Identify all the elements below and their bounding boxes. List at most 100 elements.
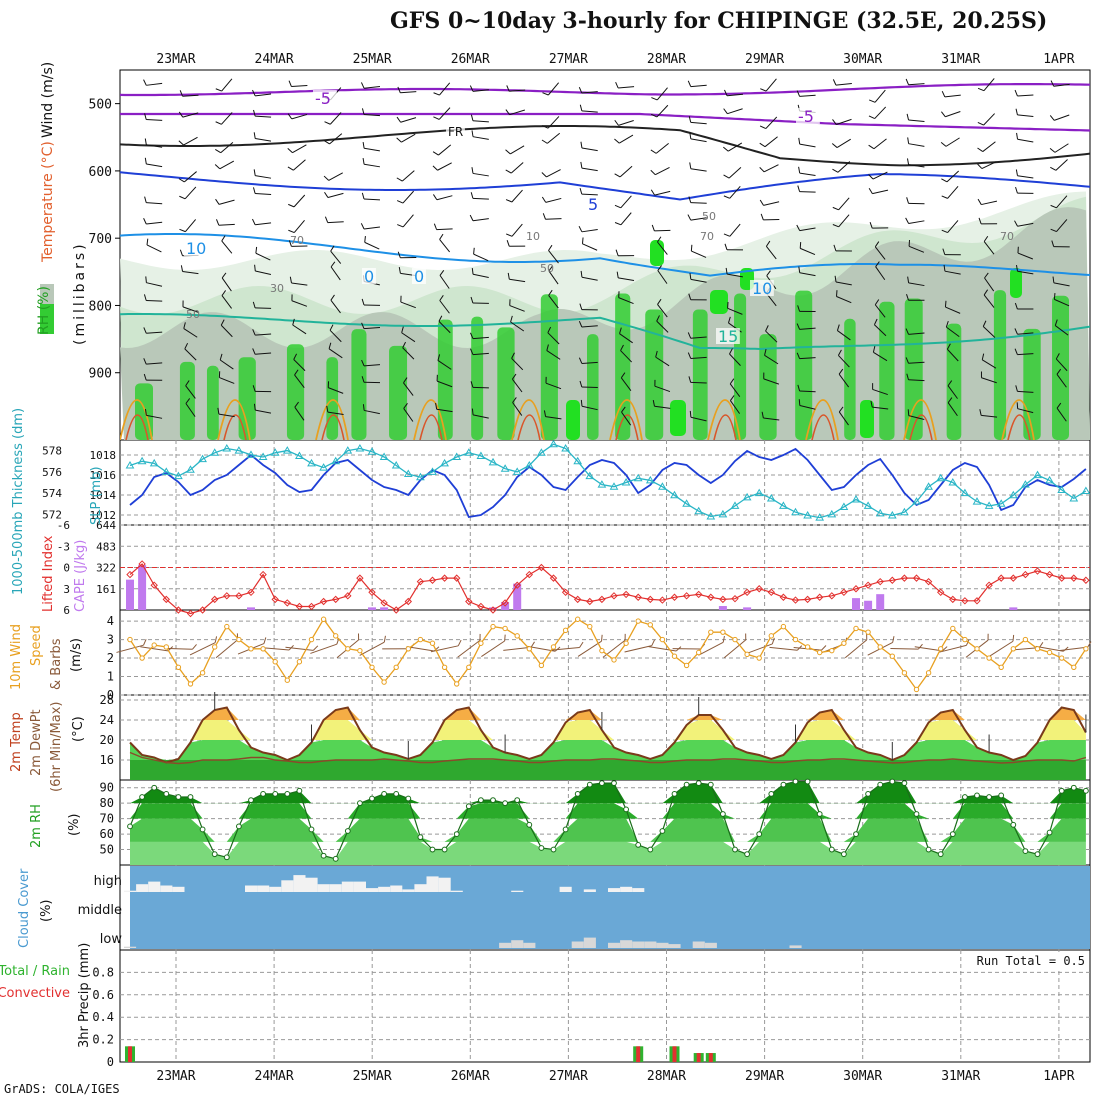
barb-shaft [401, 170, 415, 182]
thickness-marker [694, 506, 704, 515]
wind-speed-marker [804, 644, 811, 650]
barb-shaft [363, 198, 381, 201]
barb-flag [143, 79, 147, 86]
wind-barb [578, 225, 598, 233]
barb-shaft [255, 307, 272, 309]
wind-speed-marker [320, 616, 327, 622]
rh2m-marker [841, 851, 847, 858]
thickness-marker [682, 499, 691, 507]
barb-flag [874, 241, 880, 248]
barb-shaft [764, 354, 779, 365]
barb-shaft [329, 112, 342, 125]
barb-flag [688, 116, 692, 123]
wind-speed-marker [744, 651, 750, 658]
date-label-bottom: 23MAR [156, 1069, 195, 1084]
barb-shaft [838, 197, 850, 211]
barb-flag [548, 289, 553, 296]
rh2m-marker [381, 791, 388, 797]
wind-speed-marker [974, 646, 980, 652]
wind-barb [364, 236, 380, 250]
thickness-marker [524, 461, 534, 469]
barb-flag [907, 276, 910, 283]
wind-barb [439, 270, 450, 289]
rh2m-marker [949, 831, 956, 837]
surface-barb-flag [579, 641, 584, 648]
barb-flag [178, 111, 184, 118]
wind-speed-marker [599, 647, 605, 654]
barb-flag [330, 261, 336, 268]
wind-barb [977, 78, 995, 92]
wind-speed-marker [780, 623, 787, 630]
surface-wind-barb [189, 636, 218, 656]
surface-barb-flag [651, 639, 656, 646]
wind-barb [1049, 114, 1070, 121]
wind-barb [1016, 132, 1034, 143]
wind-barb [832, 197, 850, 211]
rh2m-marker [792, 778, 799, 785]
wind-barb [403, 403, 414, 422]
wind-barb [729, 378, 741, 397]
slp-tick: 1012 [90, 509, 117, 522]
thickness-marker [1021, 480, 1030, 488]
wind-barb [507, 272, 526, 283]
li-marker [828, 592, 836, 600]
barb-shaft [1053, 282, 1070, 287]
wind-barb [797, 305, 816, 312]
li-marker [803, 595, 812, 604]
warm-contour [707, 399, 741, 440]
barb-shaft [908, 361, 925, 364]
barb-flag [398, 267, 401, 274]
rh2m-marker [1070, 784, 1077, 791]
barb-shaft [472, 273, 489, 278]
wind-barb [655, 350, 670, 367]
wind-barb [253, 169, 272, 179]
wind-barb [578, 320, 598, 328]
rh2m-marker [332, 855, 339, 862]
wind-speed-marker [199, 670, 206, 676]
wind-barb [580, 399, 598, 411]
wind-speed-marker [502, 625, 508, 632]
barb-flag [650, 113, 658, 118]
rh-column [795, 290, 813, 440]
wind-barb [615, 249, 635, 257]
wind-barb [362, 404, 380, 415]
temp-band-16-20 [130, 740, 1086, 760]
barb-shaft [764, 136, 778, 148]
wind-barb [1014, 328, 1034, 335]
wind-barb [868, 187, 889, 195]
barb-shaft [328, 387, 344, 394]
wind-barb [764, 349, 779, 365]
wind-barb [941, 186, 959, 199]
thickness-marker [355, 444, 365, 452]
wind-barb [182, 300, 199, 313]
rh2m-marker [804, 778, 811, 785]
barb-shaft [581, 147, 598, 152]
minmax-label: (6hr Min/Max) [49, 702, 64, 792]
barb-flag [759, 199, 764, 206]
wind-barb [906, 197, 925, 205]
isotherm-minus5 [120, 83, 1090, 97]
barb-flag [289, 276, 292, 284]
barb-flag [402, 341, 406, 348]
barb-flag [469, 214, 474, 221]
barb-shaft [255, 409, 272, 414]
barb-flag [581, 237, 584, 244]
barb-shaft [1017, 138, 1034, 143]
barb-shaft [439, 300, 450, 314]
barb-shaft [727, 142, 743, 152]
wind-speed-marker [224, 623, 230, 630]
barb-flag [547, 326, 552, 333]
barb-shaft [510, 321, 525, 332]
li-marker [1070, 574, 1078, 582]
wind-barb [906, 373, 925, 382]
wind-barb [542, 213, 562, 220]
barb-shaft [729, 400, 741, 414]
rh2m-unit-label: (%) [67, 814, 82, 837]
barb-flag [688, 196, 692, 203]
barb-flag [293, 353, 298, 360]
barb-shaft [184, 219, 197, 232]
barb-flag [832, 224, 839, 228]
barb-shaft [981, 377, 997, 384]
barb-shaft [329, 133, 343, 145]
barb-flag [287, 148, 293, 154]
